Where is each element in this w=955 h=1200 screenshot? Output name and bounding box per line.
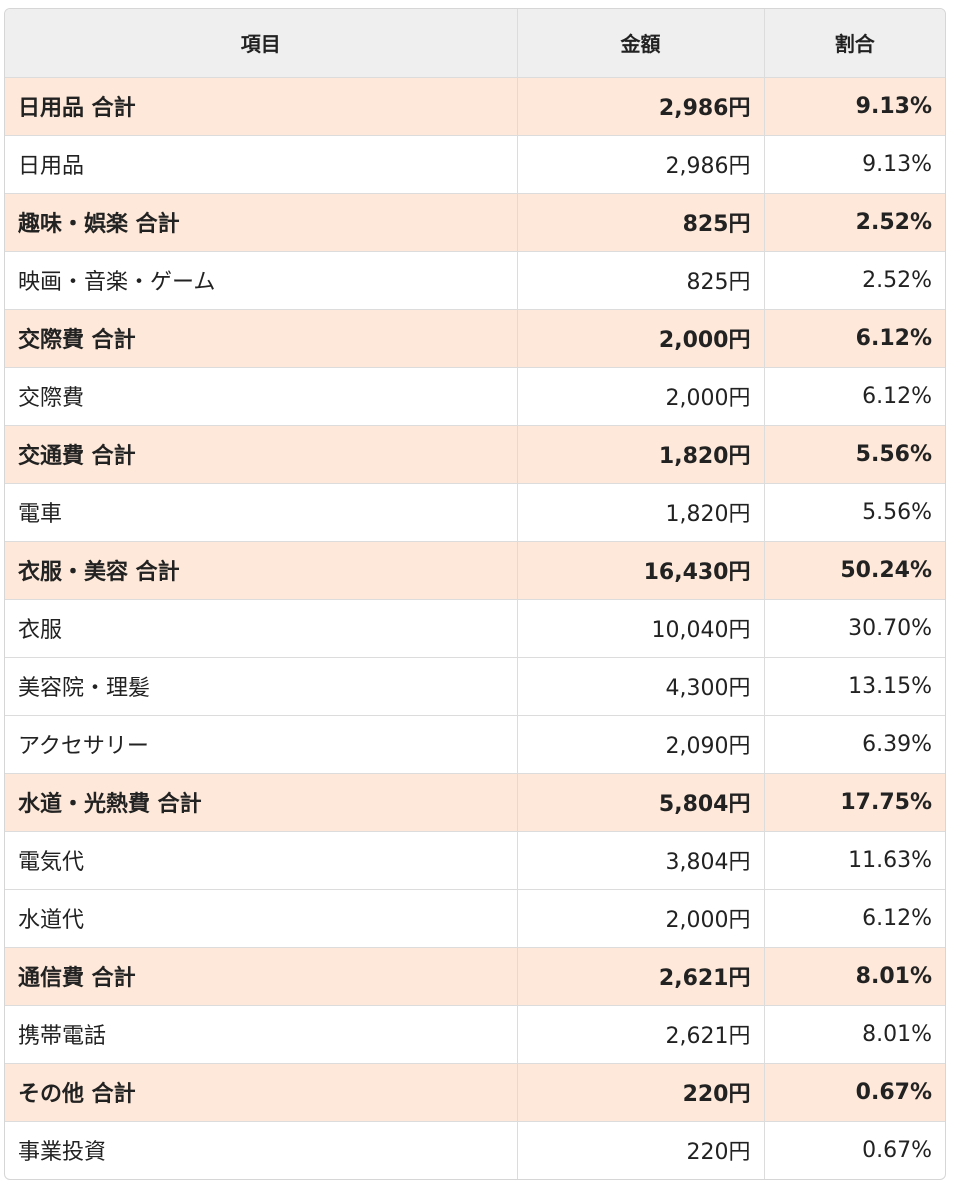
item-cell: 映画・音楽・ゲーム bbox=[5, 251, 518, 310]
subtotal-row: 交通費 合計 1,820円 5.56% bbox=[5, 425, 945, 484]
table-row: 映画・音楽・ゲーム 825円 2.52% bbox=[5, 251, 945, 310]
amount-cell: 1,820円 bbox=[517, 483, 765, 542]
table-row: 携帯電話 2,621円 8.01% bbox=[5, 1005, 945, 1064]
ratio-cell: 6.39% bbox=[764, 715, 945, 774]
ratio-cell: 6.12% bbox=[764, 309, 945, 368]
table-body: 日用品 合計 2,986円 9.13% 日用品 2,986円 9.13% 趣味・娯楽 合計 8… bbox=[5, 77, 945, 1179]
subtotal-row: 通信費 合計 2,621円 8.01% bbox=[5, 947, 945, 1006]
amount-cell: 10,040円 bbox=[517, 599, 765, 658]
item-cell: 日用品 合計 bbox=[5, 77, 518, 136]
item-cell: 交通費 合計 bbox=[5, 425, 518, 484]
amount-cell: 2,090円 bbox=[517, 715, 765, 774]
item-cell: 衣服 bbox=[5, 599, 518, 658]
amount-cell: 5,804円 bbox=[517, 773, 765, 832]
amount-cell: 220円 bbox=[517, 1121, 765, 1179]
item-cell: 電気代 bbox=[5, 831, 518, 890]
amount-cell: 2,000円 bbox=[517, 367, 765, 426]
item-cell: 通信費 合計 bbox=[5, 947, 518, 1006]
ratio-cell: 9.13% bbox=[764, 135, 945, 194]
ratio-cell: 2.52% bbox=[764, 193, 945, 252]
ratio-cell: 6.12% bbox=[764, 889, 945, 948]
ratio-cell: 0.67% bbox=[862, 1137, 932, 1163]
expense-table: 項目 金額 割合 日用品 合計 2,986円 9.13% 日用品 2,986円 9.13%… bbox=[5, 9, 945, 1179]
item-cell: アクセサリー bbox=[5, 715, 518, 774]
amount-cell: 1,820円 bbox=[517, 425, 765, 484]
item-cell: 携帯電話 bbox=[5, 1005, 518, 1064]
table-row: 事業投資 220円 0.67% bbox=[5, 1121, 945, 1179]
table-row: アクセサリー 2,090円 6.39% bbox=[5, 715, 945, 774]
ratio-cell: 8.01% bbox=[764, 947, 945, 1006]
item-cell: 日用品 bbox=[5, 135, 518, 194]
item-cell: 趣味・娯楽 合計 bbox=[5, 193, 518, 252]
table-row: 日用品 2,986円 9.13% bbox=[5, 135, 945, 194]
item-cell: 電車 bbox=[5, 483, 518, 542]
table-row: 電気代 3,804円 11.63% bbox=[5, 831, 945, 890]
amount-cell: 4,300円 bbox=[517, 657, 765, 716]
ratio-cell: 6.12% bbox=[764, 367, 945, 426]
column-header-amount: 金額 bbox=[517, 9, 765, 78]
subtotal-row: 水道・光熱費 合計 5,804円 17.75% bbox=[5, 773, 945, 832]
subtotal-row: 交際費 合計 2,000円 6.12% bbox=[5, 309, 945, 368]
item-cell: 交際費 合計 bbox=[5, 309, 518, 368]
ratio-cell: 13.15% bbox=[764, 657, 945, 716]
item-cell: 美容院・理髪 bbox=[5, 657, 518, 716]
ratio-cell: 2.52% bbox=[764, 251, 945, 310]
ratio-cell: 50.24% bbox=[764, 541, 945, 600]
amount-cell: 825円 bbox=[517, 251, 765, 310]
column-header-item: 項目 bbox=[5, 9, 518, 78]
amount-cell: 2,621円 bbox=[517, 947, 765, 1006]
amount-cell: 16,430円 bbox=[517, 541, 765, 600]
table-row: 衣服 10,040円 30.70% bbox=[5, 599, 945, 658]
amount-cell: 2,986円 bbox=[517, 77, 765, 136]
ratio-cell: 30.70% bbox=[764, 599, 945, 658]
column-header-ratio: 割合 bbox=[764, 9, 945, 78]
subtotal-row: 衣服・美容 合計 16,430円 50.24% bbox=[5, 541, 945, 600]
item-cell: 事業投資 bbox=[5, 1121, 518, 1179]
item-cell: 水道代 bbox=[5, 889, 518, 948]
table-header: 項目 金額 割合 bbox=[5, 9, 945, 78]
ratio-cell: 8.01% bbox=[764, 1005, 945, 1064]
amount-cell: 825円 bbox=[517, 193, 765, 252]
amount-cell: 2,000円 bbox=[517, 309, 765, 368]
subtotal-row: 趣味・娯楽 合計 825円 2.52% bbox=[5, 193, 945, 252]
subtotal-row: その他 合計 220円 0.67% bbox=[5, 1063, 945, 1122]
item-cell: 交際費 bbox=[5, 367, 518, 426]
amount-cell: 2,000円 bbox=[517, 889, 765, 948]
table-row: 交際費 2,000円 6.12% bbox=[5, 367, 945, 426]
ratio-cell: 9.13% bbox=[764, 77, 945, 136]
ratio-cell: 5.56% bbox=[764, 483, 945, 542]
item-cell: その他 合計 bbox=[5, 1063, 518, 1122]
subtotal-row: 日用品 合計 2,986円 9.13% bbox=[5, 77, 945, 136]
amount-cell: 3,804円 bbox=[517, 831, 765, 890]
ratio-cell: 11.63% bbox=[764, 831, 945, 890]
table-row: 電車 1,820円 5.56% bbox=[5, 483, 945, 542]
amount-cell: 2,621円 bbox=[517, 1005, 765, 1064]
table-row: 美容院・理髪 4,300円 13.15% bbox=[5, 657, 945, 716]
ratio-cell: 5.56% bbox=[764, 425, 945, 484]
expense-table-container: 項目 金額 割合 日用品 合計 2,986円 9.13% 日用品 2,986円 9.13%… bbox=[4, 8, 946, 1180]
amount-cell: 220円 bbox=[517, 1063, 765, 1122]
ratio-cell: 0.67% bbox=[764, 1063, 945, 1122]
amount-cell: 2,986円 bbox=[517, 135, 765, 194]
table-row: 水道代 2,000円 6.12% bbox=[5, 889, 945, 948]
item-cell: 衣服・美容 合計 bbox=[5, 541, 518, 600]
ratio-cell: 17.75% bbox=[764, 773, 945, 832]
item-cell: 水道・光熱費 合計 bbox=[5, 773, 518, 832]
header-row: 項目 金額 割合 bbox=[5, 9, 945, 78]
